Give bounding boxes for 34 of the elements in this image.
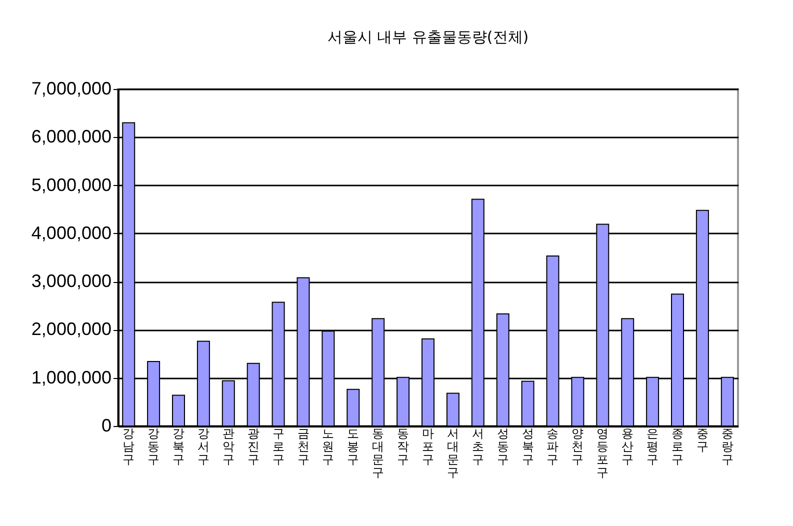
- x-tick-label: 동작구: [397, 426, 410, 466]
- x-tick-label: 광진구: [247, 426, 260, 466]
- x-tick-label: 강동구: [148, 426, 160, 466]
- x-tick-label: 영등포구: [596, 426, 609, 480]
- x-tick-label: 서대문구: [446, 426, 459, 480]
- x-tick-label: 도봉구: [347, 426, 360, 466]
- x-tick-label: 성북구: [522, 426, 534, 466]
- x-tick-label: 관악구: [222, 426, 234, 466]
- x-tick-label: 은평구: [646, 426, 659, 466]
- x-tick-label: 서초구: [472, 426, 484, 466]
- x-tick-label: 노원구: [322, 426, 334, 466]
- x-tick-label: 중구: [696, 426, 708, 454]
- y-tick-label: 4,000,000: [31, 222, 112, 243]
- y-tick-label: 7,000,000: [31, 78, 112, 98]
- chart-title: 서울시 내부 유출물동량(전체): [327, 28, 529, 46]
- x-tick-label: 강서구: [197, 426, 210, 466]
- x-tick-label: 강남구: [122, 426, 135, 466]
- y-tick-label: 6,000,000: [31, 126, 112, 147]
- x-tick-label: 송파구: [546, 426, 559, 466]
- x-tick-label: 중랑구: [721, 426, 734, 466]
- y-tick-label: 2,000,000: [31, 319, 112, 340]
- x-tick-label: 용산구: [622, 426, 634, 466]
- y-tick-label: 3,000,000: [31, 271, 112, 292]
- x-tick-label: 구로구: [272, 426, 284, 466]
- x-tick-label: 양천구: [572, 426, 584, 466]
- y-tick-label: 1,000,000: [31, 367, 112, 388]
- x-tick-label: 성동구: [496, 426, 509, 466]
- y-tick-label: 5,000,000: [31, 174, 112, 195]
- x-tick-label: 마포구: [422, 426, 434, 466]
- y-tick-label: 0: [101, 416, 112, 436]
- x-tick-label: 강북구: [172, 426, 185, 466]
- x-tick-label: 금천구: [297, 426, 310, 466]
- x-tick-label: 동대문구: [372, 426, 384, 480]
- x-tick-label: 종로구: [671, 426, 684, 466]
